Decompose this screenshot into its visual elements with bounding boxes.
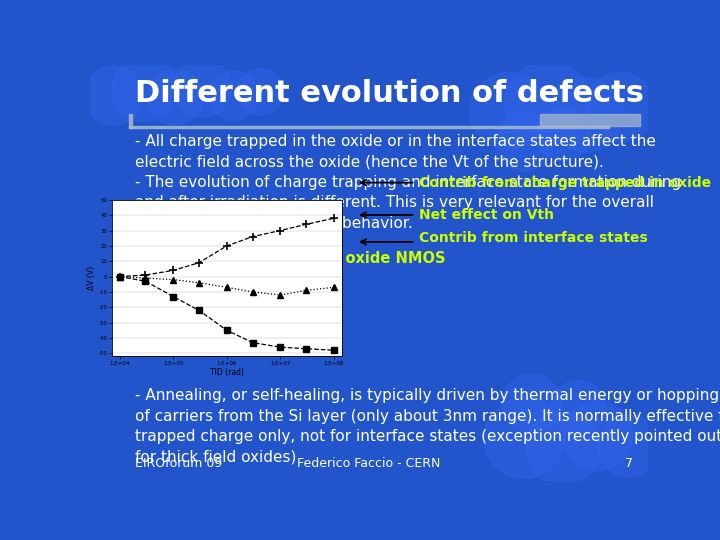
Text: - Annealing, or self-healing, is typically driven by thermal energy or hopping
o: - Annealing, or self-healing, is typical… <box>135 388 720 464</box>
Circle shape <box>563 401 632 470</box>
Circle shape <box>484 398 564 478</box>
X-axis label: TID (rad): TID (rad) <box>210 368 244 377</box>
Circle shape <box>112 57 177 122</box>
Circle shape <box>551 381 606 434</box>
Circle shape <box>495 112 554 171</box>
Circle shape <box>586 72 656 142</box>
Text: Different evolution of defects: Different evolution of defects <box>135 79 644 107</box>
Circle shape <box>503 374 561 433</box>
Circle shape <box>598 415 660 477</box>
Circle shape <box>536 107 590 161</box>
Circle shape <box>148 70 203 125</box>
Text: Contrib from charge trapped in oxide: Contrib from charge trapped in oxide <box>418 176 711 190</box>
Circle shape <box>549 78 624 152</box>
Bar <box>539 114 640 126</box>
Text: EIROforum 09: EIROforum 09 <box>135 457 222 470</box>
Bar <box>129 126 609 128</box>
Text: Example: very thick oxide NMOS: Example: very thick oxide NMOS <box>177 251 445 266</box>
Text: Net effect on Vth: Net effect on Vth <box>418 208 554 222</box>
Circle shape <box>526 411 600 485</box>
Text: Contrib from interface states: Contrib from interface states <box>418 231 647 245</box>
Circle shape <box>469 72 547 150</box>
Text: - All charge trapped in the oxide or in the interface states affect the
electric: - All charge trapped in the oxide or in … <box>135 134 681 231</box>
Circle shape <box>84 66 143 125</box>
Circle shape <box>173 59 232 117</box>
Bar <box>129 114 132 128</box>
Text: 7: 7 <box>624 457 632 470</box>
Circle shape <box>238 69 284 115</box>
Circle shape <box>505 61 590 146</box>
Y-axis label: ΔV (V): ΔV (V) <box>86 266 96 290</box>
Circle shape <box>209 71 258 120</box>
Text: Federico Faccio - CERN: Federico Faccio - CERN <box>297 457 441 470</box>
